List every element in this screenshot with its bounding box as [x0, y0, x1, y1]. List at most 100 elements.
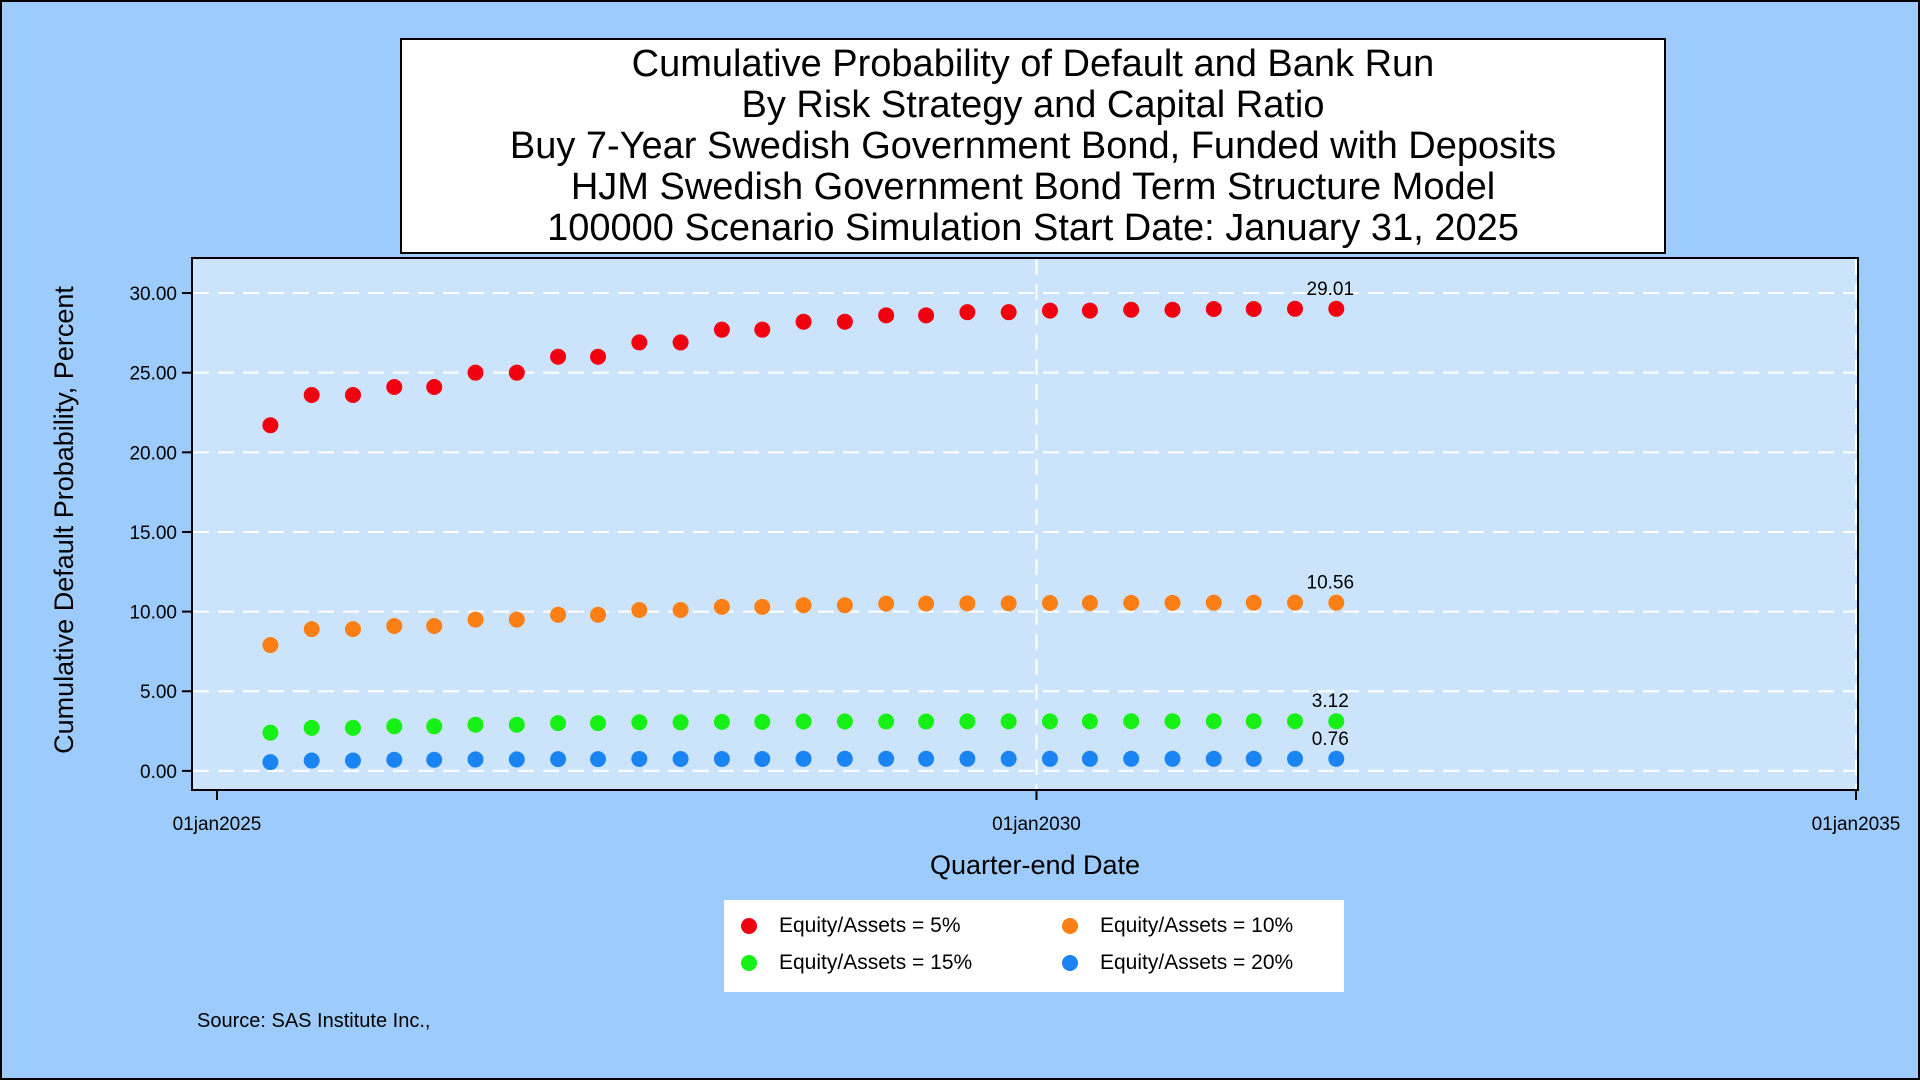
data-point-series-1: [550, 348, 567, 365]
source-note: Source: SAS Institute Inc.,: [197, 1010, 431, 1032]
data-point-series-2: [1123, 594, 1140, 611]
data-point-series-3: [550, 715, 567, 732]
data-point-series-1: [1041, 302, 1058, 319]
data-point-series-4: [386, 751, 403, 768]
data-point-series-3: [631, 714, 648, 731]
data-point-series-2: [959, 595, 976, 612]
data-point-series-3: [303, 719, 320, 736]
data-point-series-4: [1245, 750, 1262, 767]
data-point-series-3: [754, 713, 771, 730]
data-point-series-3: [1081, 713, 1098, 730]
chart-title-line-1: Cumulative Probability of Default and Ba…: [631, 42, 1435, 85]
data-point-series-2: [467, 611, 484, 628]
data-point-series-4: [1287, 750, 1304, 767]
data-point-series-3: [836, 713, 853, 730]
data-point-series-4: [918, 750, 935, 767]
data-point-series-2: [262, 637, 279, 654]
data-point-series-2: [386, 617, 403, 634]
y-tick-label: 30.00: [129, 284, 177, 305]
data-point-series-1: [795, 313, 812, 330]
data-point-series-4: [754, 750, 771, 767]
legend-marker-icon: [741, 918, 757, 934]
data-point-series-4: [1123, 750, 1140, 767]
data-point-series-1: [262, 417, 279, 434]
data-point-series-3: [672, 714, 689, 731]
end-value-label: 3.12: [1312, 691, 1349, 712]
data-point-series-1: [754, 321, 771, 338]
legend-label: Equity/Assets = 10%: [1100, 914, 1294, 937]
legend-item-10pct: Equity/Assets = 10%: [1062, 914, 1293, 938]
data-point-series-4: [1081, 750, 1098, 767]
x-tick-label: 01jan2025: [173, 814, 262, 835]
data-point-series-3: [795, 713, 812, 730]
data-point-series-4: [550, 751, 567, 768]
data-point-series-4: [878, 750, 895, 767]
legend: Equity/Assets = 5% Equity/Assets = 10% E…: [724, 900, 1344, 992]
data-point-series-3: [508, 716, 525, 733]
data-point-series-4: [1205, 750, 1222, 767]
data-point-series-2: [1205, 594, 1222, 611]
data-point-series-3: [1287, 713, 1304, 730]
chart-title-line-5: 100000 Scenario Simulation Start Date: J…: [547, 206, 1519, 249]
chart-title-line-2: By Risk Strategy and Capital Ratio: [741, 83, 1325, 126]
data-point-series-1: [1328, 300, 1345, 317]
chart-title-box: Cumulative Probability of Default and Ba…: [400, 38, 1666, 254]
data-point-series-2: [1328, 594, 1345, 611]
data-point-series-3: [262, 724, 279, 741]
x-tick-label: 01jan2030: [992, 814, 1081, 835]
data-point-series-4: [303, 752, 320, 769]
data-points: [262, 300, 1345, 771]
data-point-series-1: [1287, 300, 1304, 317]
plot-area: [191, 257, 1859, 791]
y-tick-label: 25.00: [129, 364, 177, 385]
data-point-series-3: [1041, 713, 1058, 730]
y-axis-title: Cumulative Default Probability, Percent: [49, 286, 79, 754]
data-point-series-2: [836, 597, 853, 614]
axes: 0.00 5.00 10.00 15.00 20.00 25.00 30.00 01jan20…: [129, 284, 1900, 835]
data-point-series-3: [590, 715, 607, 732]
data-point-series-1: [303, 386, 320, 403]
data-point-series-2: [1245, 594, 1262, 611]
data-point-series-3: [1205, 713, 1222, 730]
data-point-series-3: [959, 713, 976, 730]
data-point-series-4: [1164, 750, 1181, 767]
data-point-series-1: [713, 321, 730, 338]
data-point-series-3: [918, 713, 935, 730]
data-point-series-3: [1328, 713, 1345, 730]
chart-title-line-3: Buy 7-Year Swedish Government Bond, Fund…: [509, 124, 1557, 167]
data-point-series-2: [713, 598, 730, 615]
data-point-series-1: [590, 348, 607, 365]
data-point-series-2: [918, 595, 935, 612]
y-tick-label: 5.00: [140, 682, 177, 703]
data-point-series-1: [631, 334, 648, 351]
legend-item-20pct: Equity/Assets = 20%: [1062, 951, 1293, 975]
legend-label: Equity/Assets = 15%: [779, 951, 973, 974]
data-point-series-3: [467, 716, 484, 733]
end-labels: 29.01 10.56 3.12 0.76: [1307, 279, 1355, 750]
data-point-series-2: [795, 597, 812, 614]
data-point-series-4: [795, 750, 812, 767]
data-point-series-1: [1081, 302, 1098, 319]
y-tick-label: 15.00: [129, 523, 177, 544]
data-point-series-4: [836, 750, 853, 767]
data-point-series-4: [467, 751, 484, 768]
data-point-series-2: [1041, 595, 1058, 612]
data-point-series-2: [550, 606, 567, 623]
data-point-series-1: [1205, 300, 1222, 317]
x-axis-title: Quarter-end Date: [930, 850, 1140, 880]
data-point-series-4: [1328, 750, 1345, 767]
data-point-series-2: [426, 617, 443, 634]
data-point-series-2: [1081, 595, 1098, 612]
data-point-series-4: [508, 751, 525, 768]
data-point-series-3: [426, 718, 443, 735]
x-tick-label: 01jan2035: [1812, 814, 1901, 835]
y-tick-label: 0.00: [140, 762, 177, 783]
data-point-series-3: [1164, 713, 1181, 730]
data-point-series-1: [467, 364, 484, 381]
data-point-series-1: [1164, 301, 1181, 318]
data-point-series-1: [426, 379, 443, 396]
data-point-series-3: [713, 713, 730, 730]
data-point-series-4: [344, 752, 361, 769]
chart-title-line-4: HJM Swedish Government Bond Term Structu…: [570, 165, 1496, 208]
